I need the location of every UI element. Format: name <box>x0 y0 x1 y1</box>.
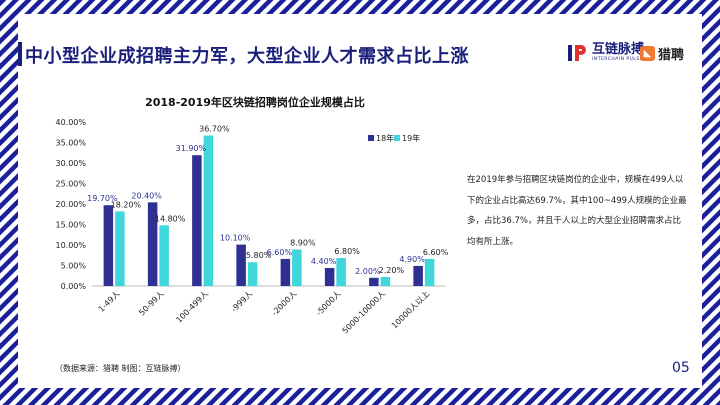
bar-2018 <box>236 244 246 286</box>
data-label-2018: 4.90% <box>399 255 425 264</box>
bar-2019 <box>115 211 125 286</box>
data-label-2018: 10.10% <box>220 234 251 243</box>
y-tick-label: 30.00% <box>55 159 86 168</box>
legend-label: 19年 <box>402 133 420 143</box>
slide-title: 中小型企业成招聘主力军，大型企业人才需求占比上涨 <box>25 46 469 67</box>
data-label-2019: 8.90% <box>290 239 316 248</box>
legend-swatch <box>368 135 374 141</box>
legend-label: 18年 <box>376 133 394 143</box>
y-tick-label: 15.00% <box>55 221 86 230</box>
liepin-logo-icon: ◣ <box>640 46 655 61</box>
bar-2019 <box>424 258 435 286</box>
title-accent-bar <box>18 42 22 66</box>
logo-partner: 猎聘 <box>658 48 685 63</box>
y-tick-label: 20.00% <box>55 200 86 209</box>
data-label-2019: 18.20% <box>111 200 142 209</box>
content-panel <box>18 14 702 388</box>
bar-2018 <box>413 265 423 286</box>
bar-2018 <box>280 258 291 286</box>
bar-2019 <box>380 276 391 286</box>
logo-brand-en: INTERCHAIN PULSE <box>592 57 644 62</box>
data-label-2018: 6.60% <box>267 248 293 257</box>
data-label-2018: 20.40% <box>131 191 162 200</box>
bar-2019 <box>336 258 346 286</box>
data-label-2019: 6.80% <box>334 247 360 256</box>
legend-swatch <box>394 135 400 141</box>
data-label-2018: 31.90% <box>176 144 207 153</box>
bar-2018 <box>324 267 335 286</box>
data-label-2019: 14.80% <box>155 214 186 223</box>
y-tick-label: 25.00% <box>55 180 86 189</box>
logo-brand-cn: 互链脉搏 <box>592 42 645 57</box>
y-tick-label: 35.00% <box>55 139 86 148</box>
chart-title: 2018-2019年区块链招聘岗位企业规模占比 <box>145 95 365 109</box>
data-label-2018: 2.00% <box>355 267 381 276</box>
description-text: 在2019年参与招聘区块链岗位的企业中，规模在499人以下的企业占比高达69.7… <box>467 175 687 247</box>
bar-2018 <box>369 277 379 286</box>
bar-2019 <box>292 249 302 286</box>
data-label-2019: 2.20% <box>379 266 405 275</box>
data-label-2019: 36.70% <box>199 125 230 134</box>
data-label-2019: 6.60% <box>423 248 449 257</box>
y-tick-label: 5.00% <box>61 262 87 271</box>
bar-2018 <box>103 205 114 286</box>
interchain-pulse-logo: 互链脉搏 INTERCHAIN PULSE <box>566 42 644 64</box>
data-label-2018: 19.70% <box>87 194 118 203</box>
bar-2018 <box>147 202 158 286</box>
y-tick-label: 10.00% <box>55 241 86 250</box>
y-tick-label: 0.00% <box>61 282 87 291</box>
bar-2019 <box>247 262 258 286</box>
y-tick-label: 40.00% <box>55 118 86 127</box>
data-label-2018: 4.40% <box>311 257 337 266</box>
bar-2019 <box>203 135 214 286</box>
liepin-logo: ◣ 猎聘 <box>640 44 684 63</box>
pulse-logo-icon <box>568 45 586 61</box>
bar-2018 <box>192 155 202 286</box>
bar-2019 <box>159 225 169 286</box>
data-label-2019: 5.80% <box>246 251 272 260</box>
page-number: 05 <box>672 360 690 376</box>
source-note: （数据来源：猎聘 制图：互链脉搏） <box>55 364 186 373</box>
